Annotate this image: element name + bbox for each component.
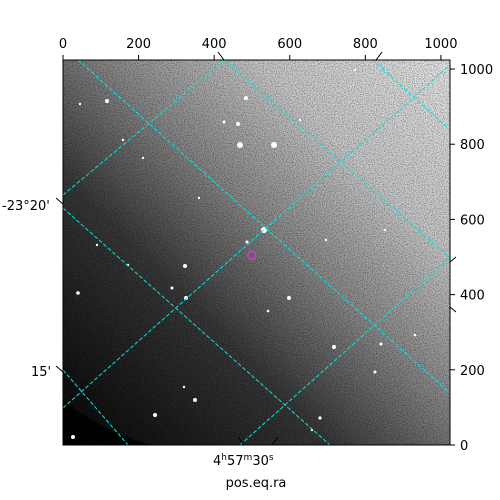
target-marker <box>246 250 257 261</box>
x-tick-label: 600 <box>277 37 302 52</box>
x-tick-label: 1000 <box>424 37 457 52</box>
right-axis: 0 200 400 600 800 1000 <box>450 63 493 454</box>
x-axis-label: pos.eq.ra <box>226 476 287 491</box>
plot-frame <box>62 59 451 446</box>
ra-label: 4h57m30s <box>213 453 274 469</box>
coordinate-grid <box>63 60 450 445</box>
y-tick-label: 800 <box>460 138 485 153</box>
dec-label-1: -23°20' <box>2 199 50 214</box>
x-tick-label: 200 <box>126 37 151 52</box>
y-tick-label: 200 <box>460 364 485 379</box>
sky-image <box>63 60 450 445</box>
y-tick-label: 600 <box>460 213 485 228</box>
wcs-ticks <box>55 51 457 446</box>
x-tick-label: 400 <box>202 37 227 52</box>
y-tick-label: 1000 <box>460 63 493 78</box>
dec-label-2: 15' <box>31 365 51 380</box>
x-tick-label: 0 <box>59 37 67 52</box>
y-tick-label: 400 <box>460 289 485 304</box>
top-axis: 0 200 400 600 800 1000 <box>59 37 457 60</box>
x-tick-label: 800 <box>353 37 378 52</box>
y-tick-label: 0 <box>460 439 468 454</box>
